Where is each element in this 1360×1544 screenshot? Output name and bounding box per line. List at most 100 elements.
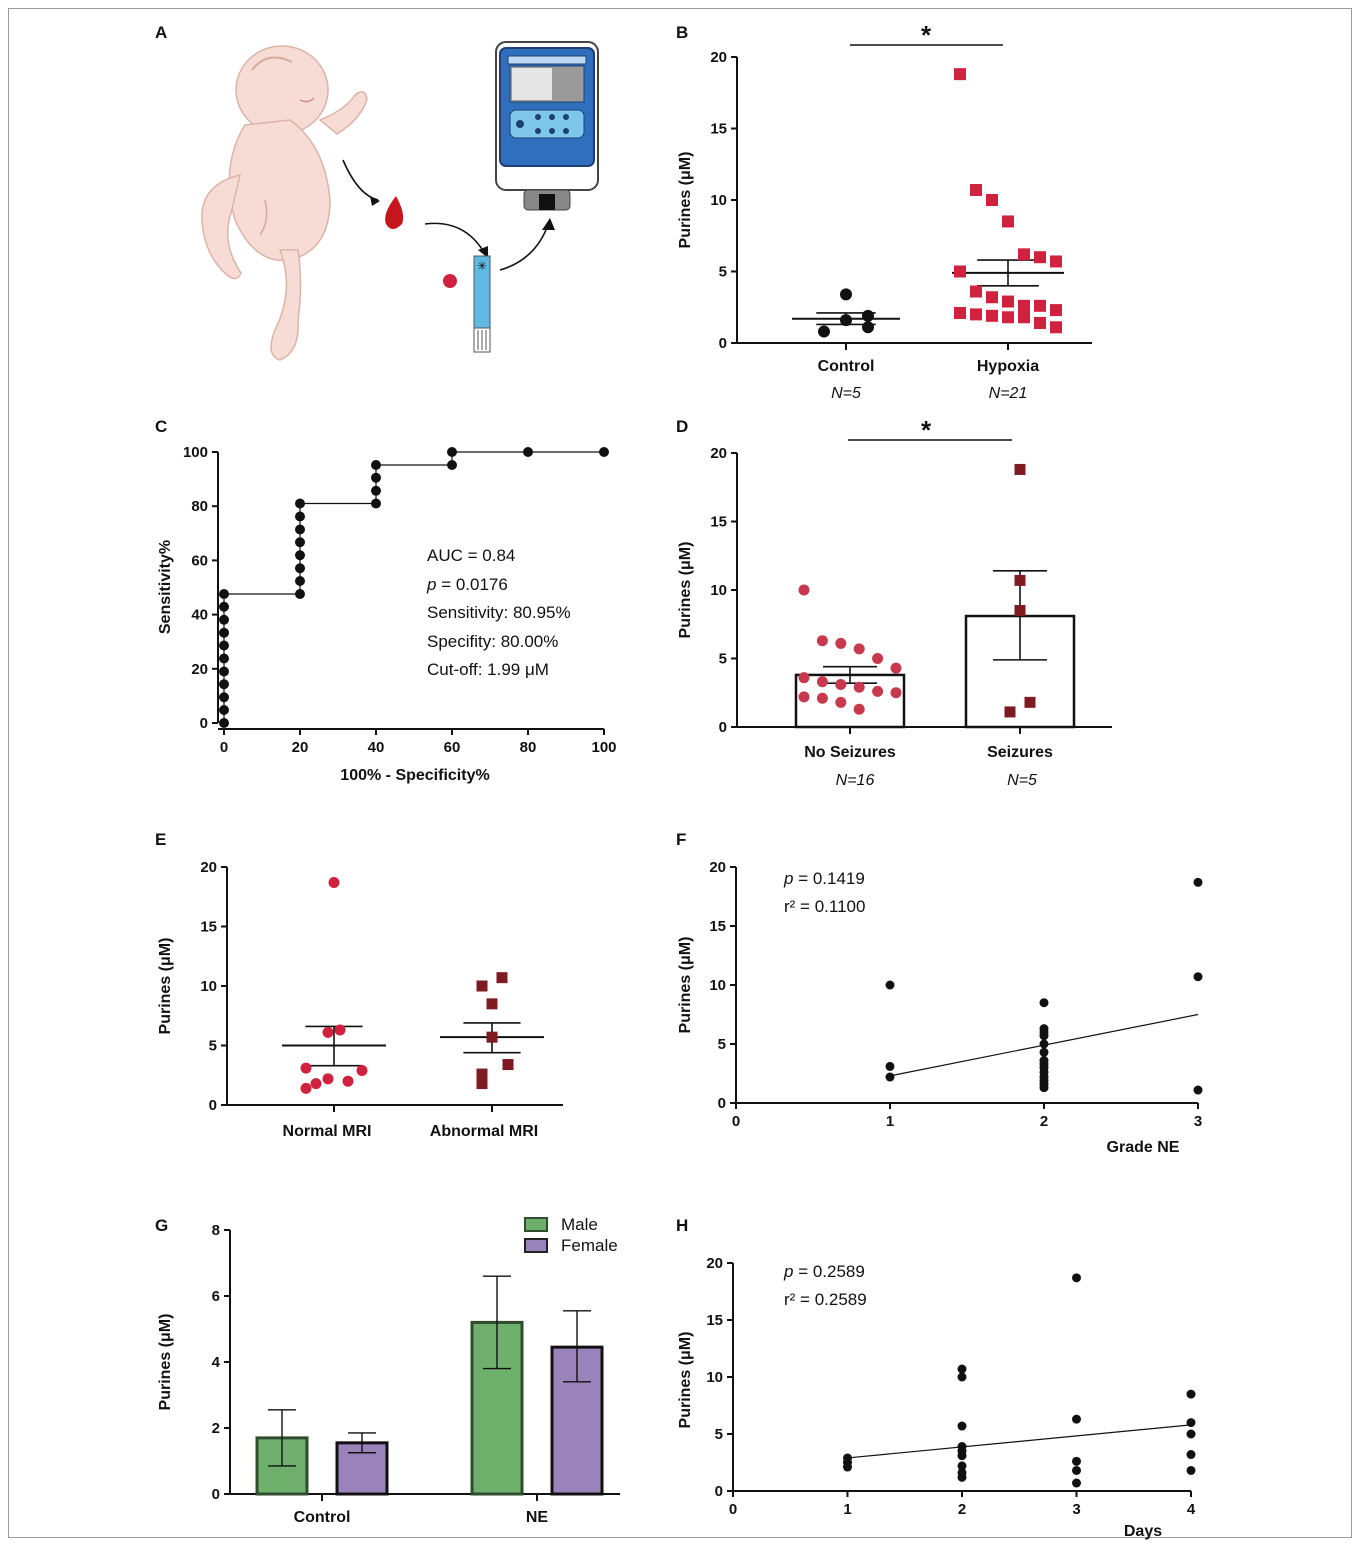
d-point-no-seizures (872, 685, 884, 697)
d-y-axis-label: Purines (μM) (677, 542, 694, 639)
f-point (885, 980, 895, 990)
d-point-no-seizures (890, 687, 902, 699)
b-point-hypoxia (1034, 299, 1046, 312)
b-point-hypoxia (1050, 321, 1062, 334)
d-point-no-seizures (816, 676, 828, 688)
f-y-axis-label: Purines (μM) (677, 937, 694, 1034)
c-roc-point (295, 589, 305, 600)
f-point (1039, 1031, 1049, 1041)
panel-e-scatter: 0 5 10 15 20 (200, 859, 563, 1114)
b-point-hypoxia (970, 308, 982, 321)
g-y-tick-label: 8 (212, 1222, 220, 1239)
d-point-no-seizures (853, 703, 865, 715)
b-y-tick-label: 20 (710, 49, 727, 66)
c-roc-curve (223, 451, 604, 723)
panel-b-scatter: 0 5 10 15 20 (710, 49, 1092, 352)
h-x-tick-label: 3 (1072, 1501, 1080, 1518)
f-y-tick-label: 10 (709, 977, 726, 994)
c-y-tick-label: 0 (200, 715, 208, 732)
f-point (1039, 1083, 1049, 1093)
d-point-seizures (1024, 696, 1036, 708)
f-point (1193, 1085, 1203, 1095)
b-category-hypoxia: Hypoxia (977, 358, 1039, 375)
b-point-hypoxia (1018, 299, 1030, 312)
c-roc-point (219, 640, 229, 651)
d-point-no-seizures (835, 696, 847, 708)
c-roc-point (219, 653, 229, 664)
h-y-tick-label: 0 (715, 1483, 723, 1500)
e-point-normal (322, 1073, 334, 1085)
b-point-hypoxia (1050, 255, 1062, 268)
h-point (1186, 1429, 1196, 1439)
d-point-seizures (1014, 463, 1026, 475)
d-n-no-seizures: N=16 (836, 772, 875, 789)
c-roc-point (219, 614, 229, 625)
g-y-tick-label: 2 (212, 1420, 220, 1437)
c-y-tick-label: 100 (183, 444, 208, 461)
d-point-seizures (1014, 605, 1026, 617)
h-point (1072, 1414, 1081, 1424)
d-point-no-seizures (835, 679, 847, 691)
g-y-tick-label: 0 (212, 1486, 220, 1503)
b-n-control: N=5 (831, 385, 861, 402)
b-y-tick-label: 10 (710, 192, 727, 209)
h-point (1186, 1465, 1196, 1475)
f-point (885, 1072, 895, 1082)
c-roc-point (371, 460, 381, 471)
d-point-no-seizures (853, 681, 865, 693)
d-point-no-seizures (816, 692, 828, 704)
f-x-tick-label: 0 (732, 1113, 740, 1130)
g-legend-female: Female (561, 1236, 618, 1255)
f-point (1193, 972, 1203, 982)
d-y-tick-label: 5 (719, 651, 727, 668)
d-point-seizures (1004, 706, 1016, 718)
e-y-tick-label: 0 (209, 1097, 217, 1114)
h-y-tick-label: 20 (706, 1255, 723, 1272)
e-point-normal (334, 1024, 346, 1036)
h-r2-text: r² = 0.2589 (784, 1290, 867, 1309)
c-roc-point (219, 589, 229, 600)
c-roc-point (219, 692, 229, 703)
h-point (1072, 1465, 1081, 1475)
b-point-hypoxia (986, 309, 998, 322)
c-cutoff-text: Cut-off: 1.99 μM (427, 660, 549, 679)
h-x-axis-label: Days (1124, 1523, 1162, 1540)
h-point (957, 1451, 967, 1461)
c-roc-point (295, 563, 305, 574)
c-roc-point (295, 550, 305, 561)
g-y-tick-label: 4 (212, 1354, 221, 1371)
h-y-tick-label: 5 (715, 1426, 723, 1443)
c-roc-point (219, 601, 229, 612)
panel-label-e: E (155, 830, 166, 849)
f-point (1039, 998, 1049, 1008)
h-point (1072, 1478, 1081, 1488)
h-point (1186, 1389, 1196, 1399)
h-x-tick-label: 1 (843, 1501, 851, 1518)
f-point (1039, 1047, 1049, 1057)
test-strip-icon: ✳ (473, 255, 491, 353)
b-y-tick-label: 0 (719, 335, 727, 352)
e-point-normal (300, 1082, 312, 1094)
c-roc-point (599, 447, 609, 457)
e-y-tick-label: 20 (200, 859, 217, 876)
biosensor-device-icon (495, 41, 599, 211)
blood-drop-icon (385, 196, 404, 229)
f-point (1039, 1039, 1049, 1049)
d-point-no-seizures (835, 637, 847, 649)
f-regression-line (889, 1013, 1199, 1077)
d-point-no-seizures (872, 653, 884, 664)
h-point (1072, 1273, 1081, 1283)
d-y-tick-label: 20 (710, 445, 727, 462)
panel-label-a: A (155, 23, 167, 42)
c-auc-text: AUC = 0.84 (427, 546, 515, 565)
e-point-normal (310, 1078, 322, 1090)
e-point-normal (356, 1064, 368, 1076)
h-x-tick-label: 0 (729, 1501, 737, 1518)
g-y-axis-label: Purines (μM) (157, 1314, 174, 1411)
arrow-head-3 (542, 218, 555, 230)
g-legend-swatch-male (524, 1217, 548, 1232)
d-point-no-seizures (798, 672, 810, 684)
panel-g-bar: 0 2 4 6 8 (212, 1222, 620, 1503)
h-point (843, 1462, 852, 1472)
f-point (885, 1061, 895, 1071)
